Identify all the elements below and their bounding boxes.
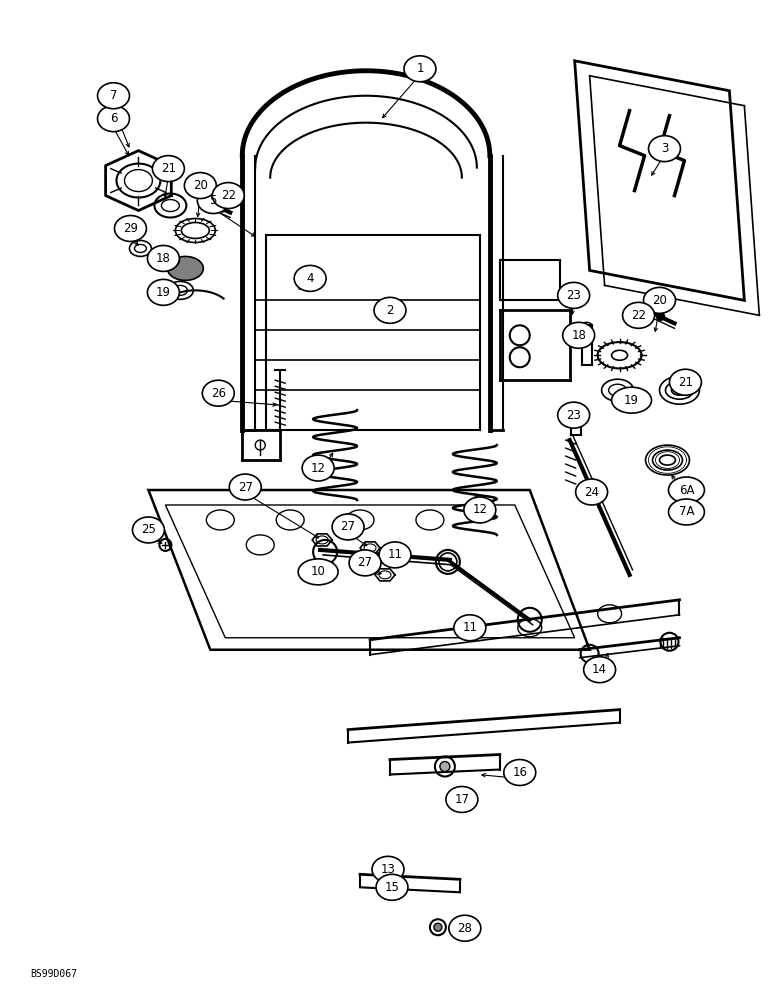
Ellipse shape: [185, 173, 216, 199]
Ellipse shape: [147, 279, 179, 305]
Text: 23: 23: [566, 409, 581, 422]
Ellipse shape: [349, 550, 381, 576]
Ellipse shape: [446, 786, 478, 812]
Ellipse shape: [133, 517, 164, 543]
Ellipse shape: [198, 188, 229, 214]
Ellipse shape: [449, 915, 481, 941]
Text: 2: 2: [386, 304, 394, 317]
Ellipse shape: [504, 760, 536, 785]
Ellipse shape: [669, 499, 704, 525]
Ellipse shape: [212, 183, 244, 209]
Text: 1: 1: [416, 62, 424, 75]
Text: 18: 18: [156, 252, 171, 265]
Ellipse shape: [669, 477, 704, 503]
Text: 6A: 6A: [679, 484, 694, 497]
Text: 19: 19: [624, 394, 639, 407]
Text: 19: 19: [156, 286, 171, 299]
Ellipse shape: [404, 56, 436, 82]
Text: 11: 11: [388, 548, 402, 561]
Ellipse shape: [332, 514, 364, 540]
Text: 13: 13: [381, 863, 395, 876]
Ellipse shape: [376, 874, 408, 900]
Ellipse shape: [97, 106, 130, 132]
Text: 12: 12: [472, 503, 487, 516]
Text: 4: 4: [306, 272, 314, 285]
Circle shape: [440, 762, 450, 772]
Text: 26: 26: [211, 387, 225, 400]
Circle shape: [656, 312, 665, 320]
Ellipse shape: [374, 297, 406, 323]
Text: 22: 22: [631, 309, 646, 322]
Ellipse shape: [576, 479, 608, 505]
Text: 15: 15: [384, 881, 399, 894]
Text: 20: 20: [652, 294, 667, 307]
Text: 27: 27: [340, 520, 356, 533]
Text: 10: 10: [310, 565, 326, 578]
Ellipse shape: [302, 455, 334, 481]
Ellipse shape: [298, 559, 338, 585]
Text: 5: 5: [210, 194, 217, 207]
Text: 28: 28: [458, 922, 472, 935]
Text: BS99D067: BS99D067: [31, 969, 78, 979]
Circle shape: [434, 923, 442, 931]
Ellipse shape: [557, 282, 590, 308]
Text: 14: 14: [592, 663, 607, 676]
Text: 12: 12: [310, 462, 326, 475]
Ellipse shape: [114, 216, 147, 241]
Text: 21: 21: [678, 376, 693, 389]
Text: 25: 25: [141, 523, 156, 536]
Ellipse shape: [644, 287, 676, 313]
Text: 24: 24: [584, 486, 599, 499]
Ellipse shape: [584, 657, 615, 683]
Ellipse shape: [379, 542, 411, 568]
Ellipse shape: [294, 265, 326, 291]
Ellipse shape: [557, 402, 590, 428]
Ellipse shape: [168, 256, 203, 280]
Ellipse shape: [669, 369, 702, 395]
Ellipse shape: [563, 322, 594, 348]
Text: 7: 7: [110, 89, 117, 102]
Text: 17: 17: [455, 793, 469, 806]
Text: 18: 18: [571, 329, 586, 342]
Text: 23: 23: [566, 289, 581, 302]
Ellipse shape: [97, 83, 130, 109]
Text: 29: 29: [123, 222, 138, 235]
Ellipse shape: [147, 245, 179, 271]
Text: 27: 27: [238, 481, 252, 494]
Ellipse shape: [454, 615, 486, 641]
Text: 16: 16: [513, 766, 527, 779]
Text: 7A: 7A: [679, 505, 694, 518]
Text: 27: 27: [357, 556, 373, 569]
Text: 22: 22: [221, 189, 235, 202]
Ellipse shape: [372, 856, 404, 882]
Ellipse shape: [464, 497, 496, 523]
Text: 11: 11: [462, 621, 477, 634]
Ellipse shape: [622, 302, 655, 328]
Ellipse shape: [229, 474, 261, 500]
Ellipse shape: [611, 387, 652, 413]
Ellipse shape: [152, 156, 185, 182]
Text: 3: 3: [661, 142, 669, 155]
Ellipse shape: [648, 136, 680, 162]
Text: 21: 21: [161, 162, 176, 175]
Text: 6: 6: [110, 112, 117, 125]
Ellipse shape: [202, 380, 234, 406]
Text: 20: 20: [193, 179, 208, 192]
